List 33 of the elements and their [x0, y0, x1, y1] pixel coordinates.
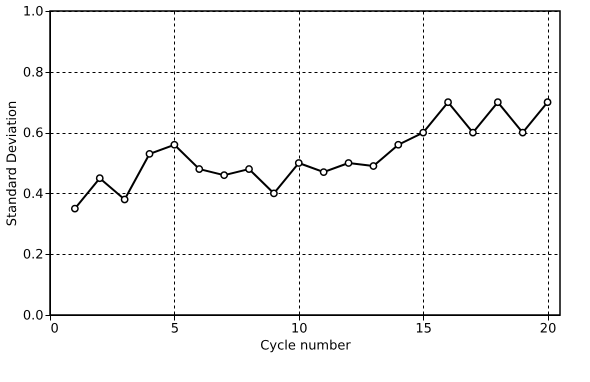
point: [518, 128, 527, 137]
x-tick-label: 5: [170, 322, 180, 336]
y-tick-label: 1.0: [22, 4, 44, 20]
point: [544, 98, 552, 106]
y-tick-label: 0.2: [22, 248, 44, 263]
point: [344, 159, 352, 167]
x-tick-label: 10: [291, 322, 308, 336]
x-tick-label: 15: [415, 322, 432, 336]
x-tick-label: 0: [50, 322, 59, 336]
point: [370, 162, 378, 170]
x-tick-label: 20: [540, 322, 556, 336]
y-tick-label: 0.8: [22, 65, 44, 80]
point: [294, 159, 303, 167]
y-tick-label: 0.4: [22, 186, 44, 202]
point: [469, 128, 477, 137]
point: [245, 165, 253, 173]
point: [494, 98, 502, 106]
point: [320, 168, 328, 176]
point: [170, 140, 178, 149]
point: [120, 196, 129, 204]
x-axis-title: Cycle number: [260, 338, 352, 354]
point: [96, 174, 104, 182]
point: [419, 128, 428, 137]
point: [70, 204, 79, 213]
y-tick-label: 0.6: [22, 126, 44, 142]
point: [270, 189, 278, 198]
y-axis-title: Standard Deviation: [4, 100, 20, 226]
point: [444, 98, 452, 106]
y-tick-label: 0.0: [22, 308, 44, 324]
point: [220, 171, 228, 180]
point: [146, 150, 154, 158]
point: [394, 140, 402, 149]
point: [195, 165, 204, 173]
